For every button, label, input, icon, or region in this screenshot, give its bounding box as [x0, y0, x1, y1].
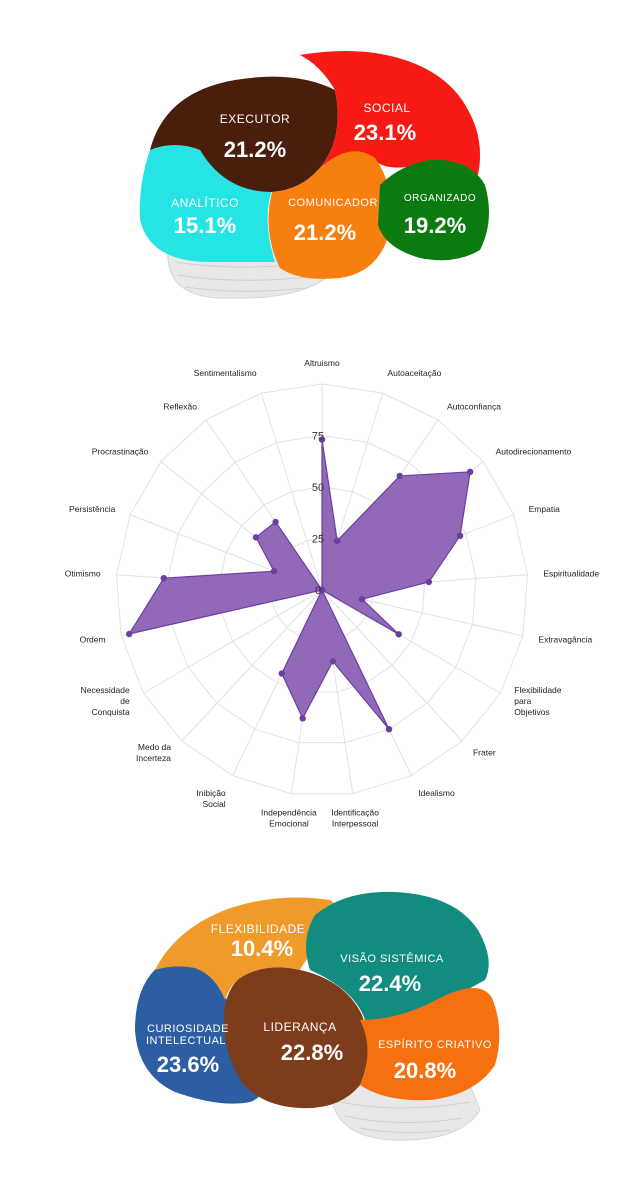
radar-point — [299, 715, 306, 722]
radar-spoke — [260, 393, 323, 591]
radar-point — [318, 586, 326, 594]
radar-point — [278, 670, 285, 677]
value-analitico: 15.1% — [174, 213, 236, 238]
brain-region-social — [300, 51, 481, 175]
radar-axis-label: Procrastinação — [92, 447, 149, 457]
radar-axis-labels: Altruismo Autoaceitação Autoconfiança Autod… — [65, 358, 600, 829]
radar-point — [466, 468, 474, 476]
label-comunicador: COMUNICADOR — [288, 197, 378, 209]
label-flexibilidade: FLEXIBILIDADE — [211, 922, 306, 936]
radar-axis-label: Sentimentalismo — [194, 368, 257, 378]
radar-point — [385, 725, 393, 733]
radar-point — [396, 472, 403, 480]
label-espirito: ESPÍRITO CRIATIVO — [378, 1038, 492, 1051]
value-comunicador: 21.2% — [294, 220, 356, 245]
radar-point — [252, 534, 260, 541]
label-visao: VISÃO SISTÊMICA — [340, 952, 444, 965]
radar-axis-label: Empatia — [529, 504, 560, 514]
radar-point — [329, 658, 336, 665]
label-social: SOCIAL — [363, 101, 410, 115]
cerebellum-lines — [339, 1101, 471, 1134]
radar-point — [318, 436, 326, 443]
radar-point — [333, 537, 341, 544]
radar-spoke — [143, 589, 323, 694]
radar-radial-ticks: 0 25 50 75 — [312, 431, 324, 598]
radar-axis-label: Otimismo — [65, 568, 101, 578]
brain-region-executor — [150, 76, 338, 192]
radar-series — [125, 436, 474, 733]
value-social: 23.1% — [354, 120, 416, 145]
radar-axis-label: Ordem — [80, 634, 106, 644]
radar-grid-ring — [116, 383, 528, 795]
radar-point — [160, 574, 168, 582]
label-curiosidade-2: INTELECTUAL — [146, 1035, 226, 1047]
radar-point — [456, 532, 464, 540]
radar-axis-label: Autodirecionamento — [496, 447, 572, 457]
radar-axis-label: Inibição Social — [196, 788, 226, 809]
radar-spoke — [181, 589, 323, 742]
radar-tick-label: 0 — [315, 585, 321, 597]
radar-axis-label: Altruismo — [304, 358, 340, 368]
brain-region-visao — [306, 891, 489, 1025]
radar-axis-label: Reflexão — [163, 402, 197, 412]
radar-axis-label: Necessidade de Conquista — [81, 685, 130, 717]
brain-region-curiosidade — [135, 963, 264, 1104]
value-lideranca: 22.8% — [281, 1040, 343, 1065]
label-executor: EXECUTOR — [220, 112, 290, 126]
radar-axis-label: Identificação Interpessoal — [331, 808, 379, 829]
radar-axis-label: Espiritualidade — [543, 568, 599, 578]
radar-tick-label: 50 — [312, 482, 324, 494]
label-curiosidade-1: CURIOSIDADE — [147, 1023, 229, 1035]
value-executor: 21.2% — [224, 137, 286, 162]
value-organizado: 19.2% — [404, 213, 466, 238]
brain-region-espirito — [360, 988, 500, 1101]
radar-tick-label: 75 — [312, 431, 324, 443]
radar-chart: 0 25 50 75 Altruismo Autoaceitação Autoconfia… — [65, 358, 600, 829]
radar-axis-label: Medo da Incerteza — [136, 742, 171, 763]
value-flexibilidade: 10.4% — [231, 936, 293, 961]
radar-axis-label: Flexibilidade para Objetivos — [514, 685, 562, 717]
value-espirito: 20.8% — [394, 1058, 456, 1083]
value-curiosidade: 23.6% — [157, 1052, 219, 1077]
radar-tick-label: 25 — [312, 534, 324, 546]
radar-point — [425, 578, 433, 586]
radar-axis-label: Autoaceitação — [387, 368, 441, 378]
label-lideranca: LIDERANÇA — [263, 1020, 336, 1034]
label-analitico: ANALÍTICO — [171, 195, 239, 210]
radar-point — [272, 518, 279, 526]
label-organizado: ORGANIZADO — [404, 193, 476, 204]
radar-axis-label: Autoconfiança — [447, 402, 501, 412]
cerebellum-shape — [329, 1084, 481, 1141]
radar-area — [127, 439, 471, 730]
brain-top-diagram: EXECUTOR 21.2% SOCIAL 23.1% ANALÍTICO 15… — [139, 51, 489, 299]
brain-region-analitico — [139, 145, 275, 262]
brain-region-organizado — [378, 159, 489, 261]
radar-axis-label: Idealismo — [418, 788, 455, 798]
radar-point — [358, 595, 366, 603]
radar-point — [395, 631, 402, 638]
radar-spoke — [321, 589, 463, 742]
radar-axis-label: Extravagância — [538, 634, 592, 644]
radar-axis-label: Independência Emocional — [261, 808, 317, 829]
radar-axis-label: Frater — [473, 748, 496, 758]
brain-region-comunicador — [268, 151, 391, 279]
radar-axis-label: Persistência — [69, 504, 116, 514]
brain-region-flexibilidade — [155, 897, 338, 1000]
radar-point — [270, 567, 278, 575]
brain-bottom-diagram: FLEXIBILIDADE 10.4% VISÃO SISTÊMICA 22.4… — [135, 891, 500, 1141]
radar-point — [125, 630, 133, 638]
value-visao: 22.4% — [359, 971, 421, 996]
brain-region-lideranca — [224, 967, 369, 1109]
